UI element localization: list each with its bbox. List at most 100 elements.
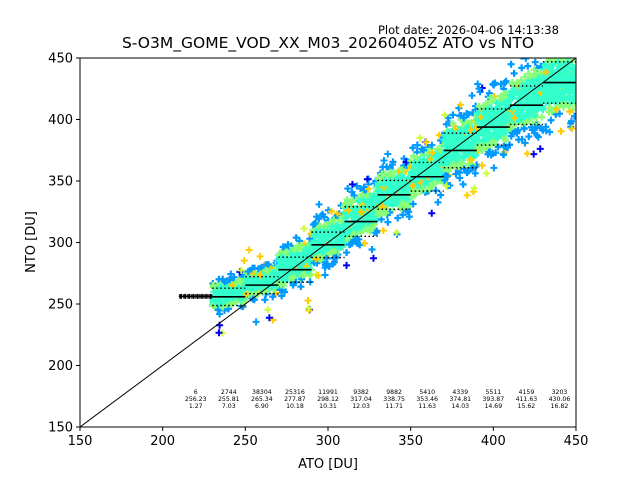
data-point — [475, 142, 483, 150]
data-point — [297, 244, 305, 252]
data-point — [409, 152, 417, 160]
data-point — [314, 271, 322, 279]
data-point — [379, 163, 387, 171]
bin-mean-label: 374.81 — [449, 396, 471, 403]
data-point — [553, 58, 556, 59]
data-point — [348, 188, 356, 196]
x-axis-ticks: 150 200 250 300 350 400 450 — [68, 427, 588, 449]
data-point — [527, 123, 535, 131]
data-point — [388, 161, 396, 169]
data-point — [546, 58, 554, 63]
data-point — [428, 149, 436, 157]
data-point — [543, 63, 551, 71]
data-point — [331, 254, 339, 262]
data-point — [441, 111, 449, 119]
data-point — [428, 209, 436, 217]
data-point — [482, 169, 490, 177]
data-point — [466, 126, 474, 134]
y-tick-label: 400 — [48, 113, 73, 128]
data-point — [348, 238, 356, 246]
data-point — [503, 99, 511, 107]
bin-mean-label: 255.81 — [218, 396, 240, 403]
x-tick-label: 250 — [233, 434, 258, 449]
data-point — [432, 179, 440, 187]
data-point — [237, 279, 245, 287]
bin-std-label: 14.03 — [451, 403, 469, 410]
data-point — [376, 175, 384, 183]
data-point — [491, 129, 499, 137]
data-point — [396, 172, 404, 180]
bin-count-label: 4159 — [519, 389, 535, 396]
data-point — [553, 106, 561, 114]
data-point — [486, 94, 494, 102]
data-point — [460, 114, 468, 122]
data-point — [473, 133, 481, 141]
bin-std-label: 11.63 — [418, 403, 436, 410]
data-point — [551, 92, 559, 100]
data-point — [264, 260, 272, 268]
chart-title: S-O3M_GOME_VOD_XX_M03_20260405Z ATO vs N… — [121, 34, 535, 52]
data-point — [444, 134, 452, 142]
data-point — [304, 296, 312, 304]
data-point — [463, 139, 471, 147]
bin-std-label: 11.71 — [385, 403, 403, 410]
bin-count-label: 3203 — [552, 389, 568, 396]
data-point — [531, 58, 539, 66]
data-point — [551, 42, 558, 49]
data-point — [547, 116, 555, 124]
data-point — [550, 88, 558, 96]
data-point — [306, 235, 314, 243]
data-point — [501, 79, 509, 87]
data-point — [561, 49, 568, 56]
data-point — [316, 227, 324, 235]
data-point — [516, 111, 524, 119]
data-point — [564, 65, 572, 73]
data-point — [437, 191, 445, 199]
plot-date-label: Plot date: 2026-04-06 14:13:38 — [378, 23, 559, 37]
data-point — [328, 223, 336, 231]
x-tick-label: 350 — [398, 434, 423, 449]
data-point — [385, 185, 393, 193]
data-point — [526, 89, 534, 97]
data-point — [377, 215, 385, 223]
bin-mean-label: 265.34 — [251, 396, 273, 403]
data-point — [279, 243, 287, 251]
data-point — [403, 201, 411, 209]
data-point — [227, 270, 235, 278]
bin-std-label: 10.18 — [286, 403, 304, 410]
data-point — [556, 43, 563, 50]
data-point — [315, 237, 323, 245]
data-point — [507, 60, 515, 68]
data-point — [411, 160, 419, 168]
bin-std-label: 1.27 — [189, 403, 203, 410]
data-point — [434, 198, 442, 206]
data-point — [484, 114, 492, 122]
data-point — [550, 97, 558, 105]
data-point — [468, 150, 476, 158]
data-point — [364, 185, 372, 193]
data-point — [451, 132, 459, 140]
data-point — [508, 80, 516, 88]
data-point — [461, 118, 469, 126]
data-point — [277, 281, 285, 289]
data-point — [508, 94, 516, 102]
bin-count-label: 5410 — [419, 389, 435, 396]
data-point — [563, 75, 571, 83]
data-point — [556, 110, 564, 118]
bin-std-label: 16.82 — [551, 403, 569, 410]
y-tick-label: 300 — [48, 236, 73, 251]
data-point — [556, 49, 563, 56]
x-tick-label: 300 — [316, 434, 341, 449]
data-point — [480, 102, 488, 110]
data-point — [450, 161, 458, 169]
data-point — [428, 168, 436, 176]
data-point — [549, 80, 557, 88]
data-point — [232, 298, 240, 306]
data-point — [542, 123, 550, 131]
data-point — [521, 73, 529, 81]
data-point — [473, 109, 481, 117]
data-point — [542, 68, 550, 76]
data-point — [265, 314, 273, 322]
data-point — [488, 140, 496, 148]
y-tick-label: 150 — [48, 421, 73, 436]
